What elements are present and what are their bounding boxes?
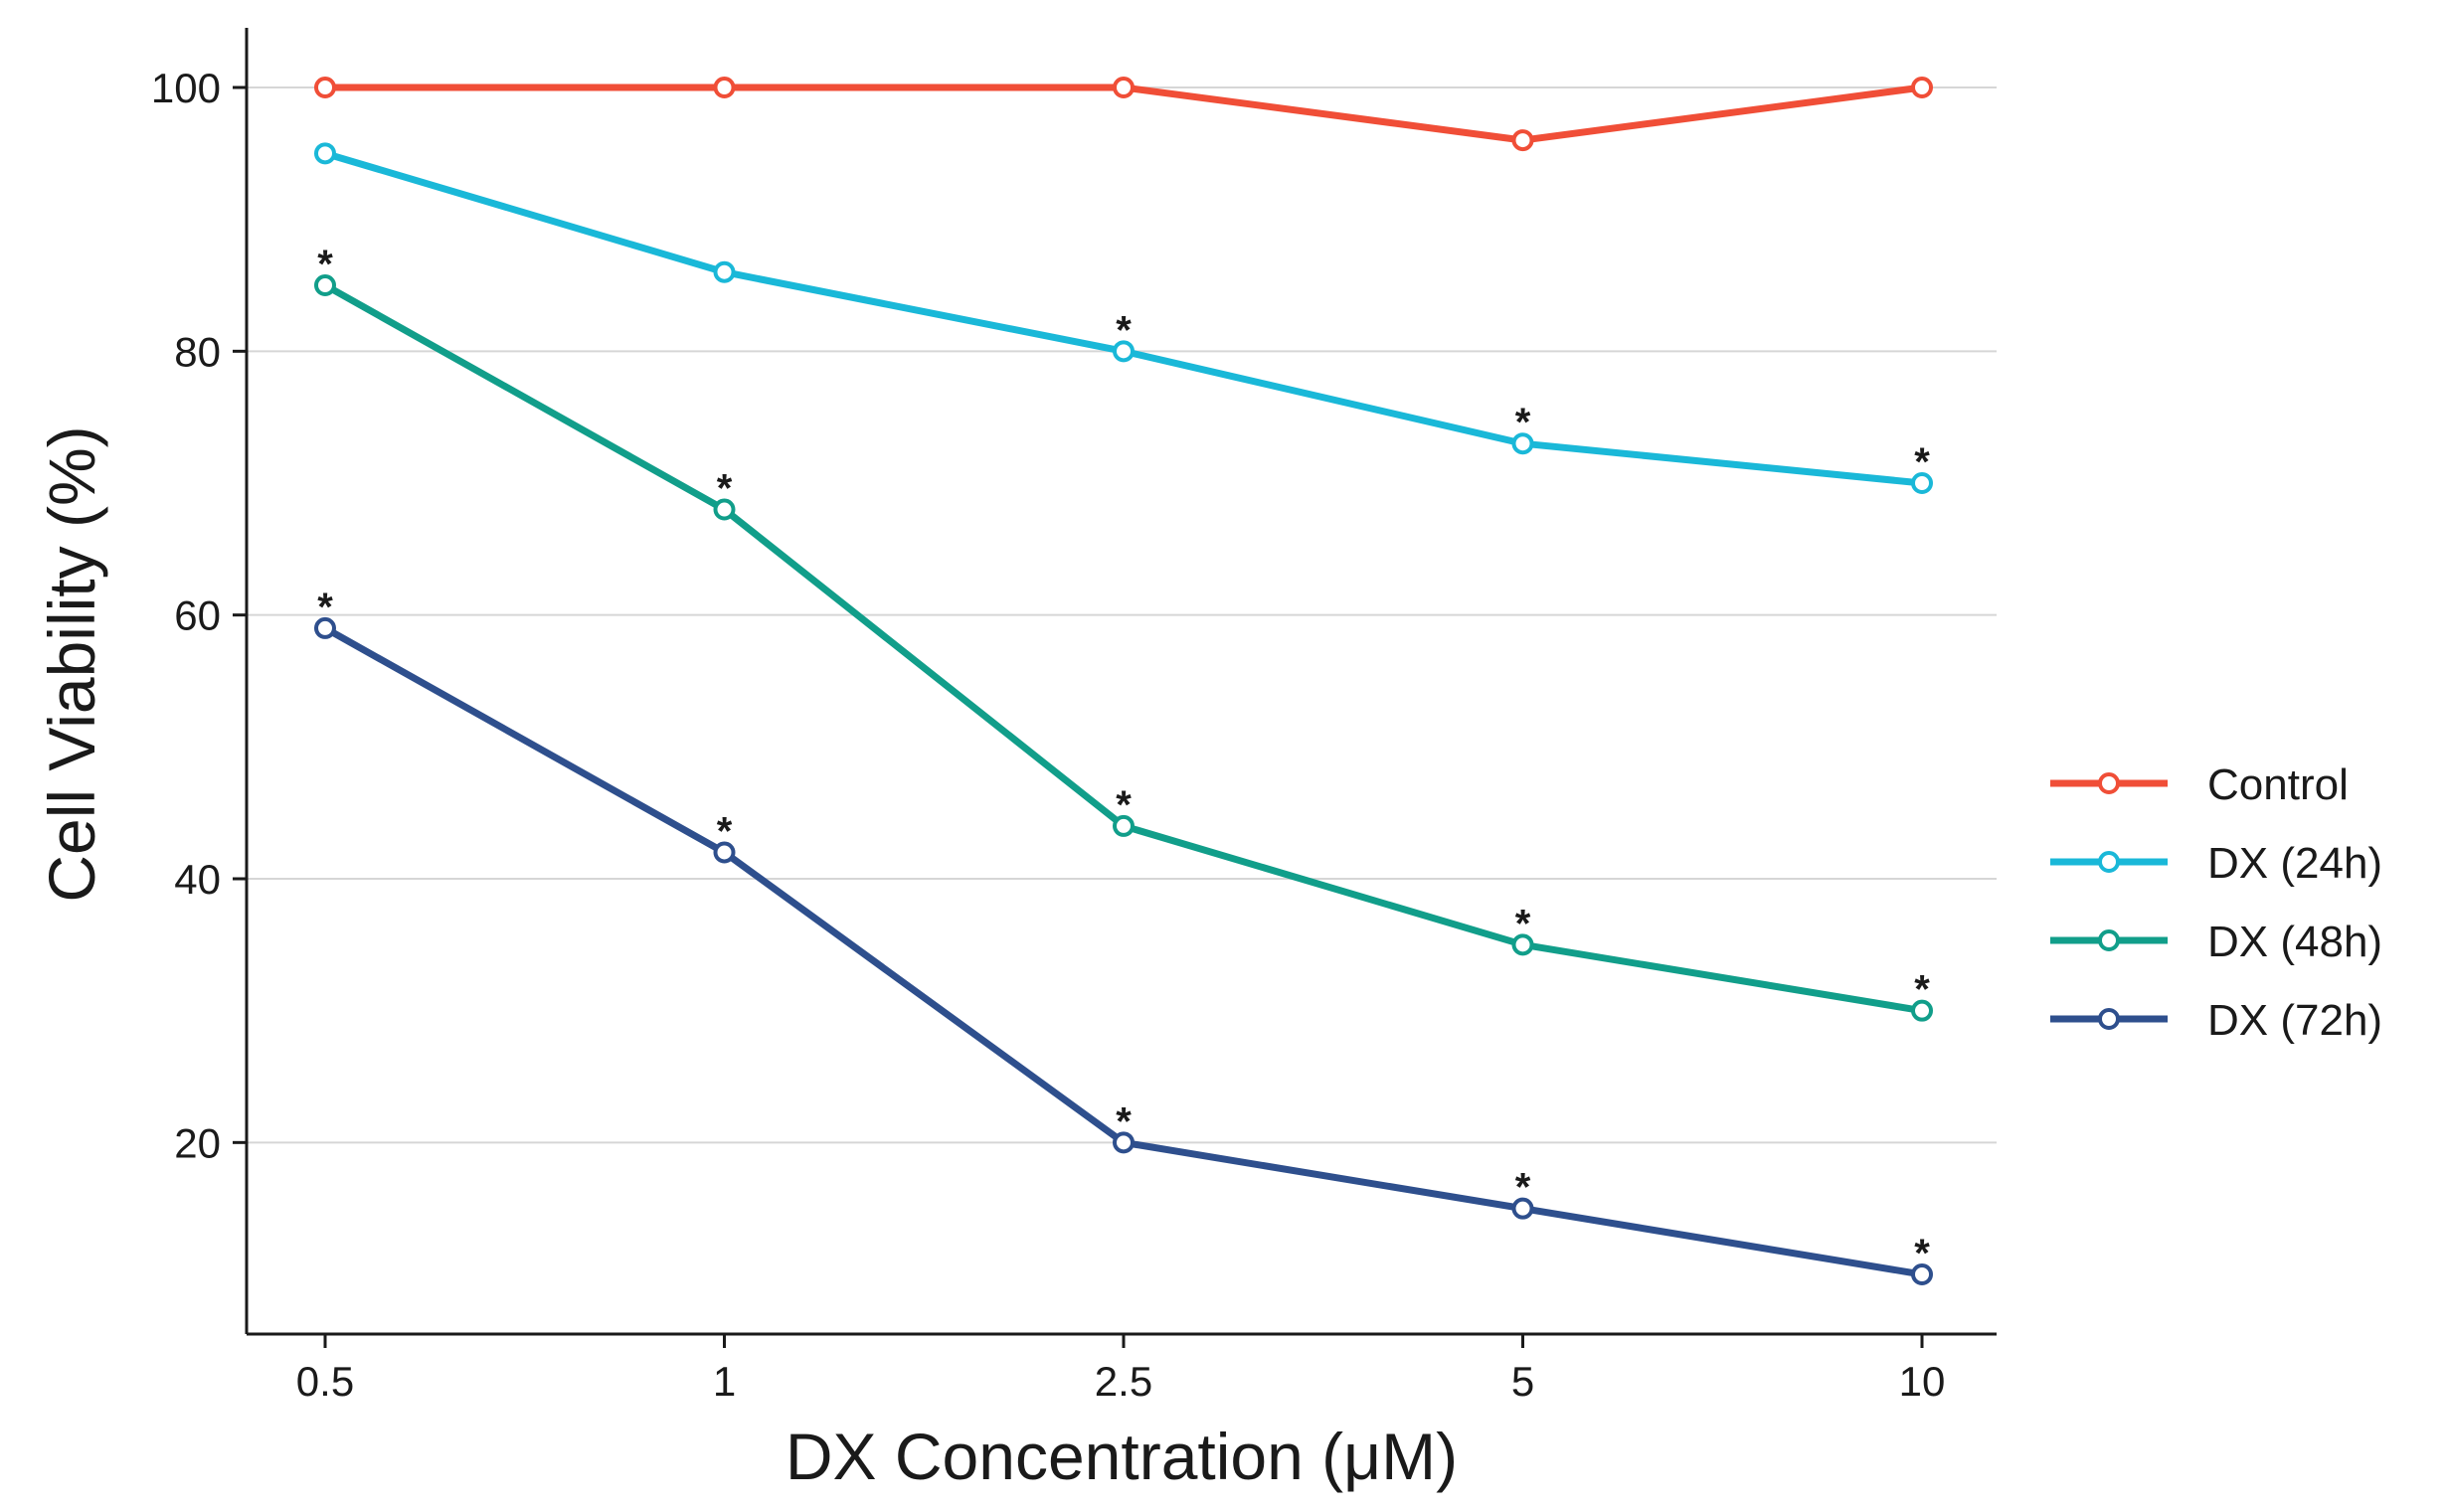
data-point [1911,77,1933,98]
significance-asterisk: * [1116,308,1132,352]
series-group [314,77,1933,1285]
x-axis-title: DX Concentration (μM) [786,1420,1458,1493]
data-point [1511,129,1534,152]
data-point [314,616,336,639]
data-point [314,142,336,165]
significance-asterisk: * [1515,401,1531,444]
legend-label: DX (48h) [2207,918,2382,966]
data-point [314,274,336,296]
y-tick-label: 80 [174,328,221,375]
series-line-dx-72h [321,624,1926,1278]
data-point [1911,472,1933,494]
legend-swatch-point [2098,772,2120,794]
y-tick-label: 20 [174,1119,221,1166]
gridlines [247,86,1997,1144]
x-tick-label: 2.5 [1095,1358,1152,1405]
tick-labels: 20 40 60 80 100 0.5 1 2.5 5 10 [151,65,1945,1405]
series-line-dx-48h [321,281,1926,1015]
legend-label: DX (72h) [2207,996,2382,1045]
significance-asterisk: * [1116,783,1132,827]
legend-swatch-point [2098,851,2120,873]
data-point [1511,432,1534,455]
data-point [1911,1263,1933,1285]
legend-label: DX (24h) [2207,839,2382,888]
significance-asterisk: * [1515,902,1531,945]
x-tick-label: 10 [1899,1358,1946,1405]
y-tick-label: 40 [174,856,221,903]
x-tick-label: 0.5 [296,1358,354,1405]
x-tick-label: 5 [1511,1358,1534,1405]
axes [233,28,1997,1348]
significance-asterisk: * [1116,1099,1132,1143]
data-point [1113,340,1135,363]
data-point [713,77,736,98]
significance-asterisk: * [1914,1232,1930,1275]
significance-asterisk: * [717,467,733,511]
legend-label: Control [2207,760,2349,809]
legend-swatch-point [2098,1008,2120,1030]
y-tick-label: 60 [174,592,221,639]
significance-asterisk: * [1914,440,1930,484]
legend-swatch-point [2098,929,2120,951]
significance-asterisk: * [1914,968,1930,1012]
data-point [1113,814,1135,837]
y-tick-label: 100 [151,65,221,111]
data-point [713,498,736,521]
significance-asterisk: * [1515,1166,1531,1210]
data-point [1911,999,1933,1022]
data-point [1511,1197,1534,1220]
data-point [1113,77,1135,98]
data-point [713,841,736,864]
data-point [1113,1131,1135,1154]
data-point [314,77,336,98]
y-axis-title: Cell Viability (%) [35,425,108,902]
significance-asterisk: * [317,586,333,629]
x-tick-label: 1 [713,1358,736,1405]
legend: Control DX (24h) DX (48h) DX (72h) [2050,760,2382,1045]
data-point [713,260,736,283]
data-point [1511,933,1534,956]
significance-markers: * * * * * * * * * * * * * [317,243,1930,1275]
significance-asterisk: * [717,809,733,853]
significance-asterisk: * [317,243,333,286]
